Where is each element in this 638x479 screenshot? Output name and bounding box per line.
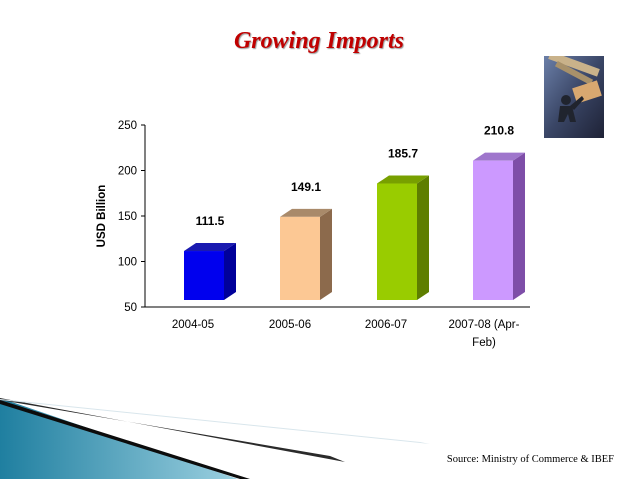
x-tick-label: 2004-05	[172, 319, 214, 331]
bar-2004-05	[184, 243, 236, 300]
bar-2007-08 (Apr-Feb)	[473, 152, 525, 300]
x-tick-label: 2007-08 (Apr-	[449, 319, 520, 331]
bar-2006-07	[377, 175, 429, 300]
y-tick-label: 150	[118, 211, 137, 223]
y-tick-label: 250	[118, 120, 137, 132]
x-tick-label: Feb)	[472, 337, 496, 349]
stock-trader-photo	[544, 56, 604, 138]
data-label: 111.5	[196, 214, 225, 228]
page-title: Growing Imports	[233, 28, 405, 54]
y-tick-label: 50	[124, 302, 137, 314]
y-tick-label: 200	[118, 166, 137, 178]
y-axis-title: USD Billion	[96, 185, 108, 248]
data-label: 149.1	[291, 180, 321, 194]
data-label: 210.8	[484, 124, 514, 138]
y-tick-label: 100	[118, 257, 137, 269]
source-note: Source: Ministry of Commerce & IBEF	[446, 454, 614, 465]
data-label: 185.7	[388, 147, 418, 161]
bar-2005-06	[280, 208, 332, 300]
x-tick-label: 2006-07	[365, 319, 407, 331]
x-tick-label: 2005-06	[269, 319, 311, 331]
